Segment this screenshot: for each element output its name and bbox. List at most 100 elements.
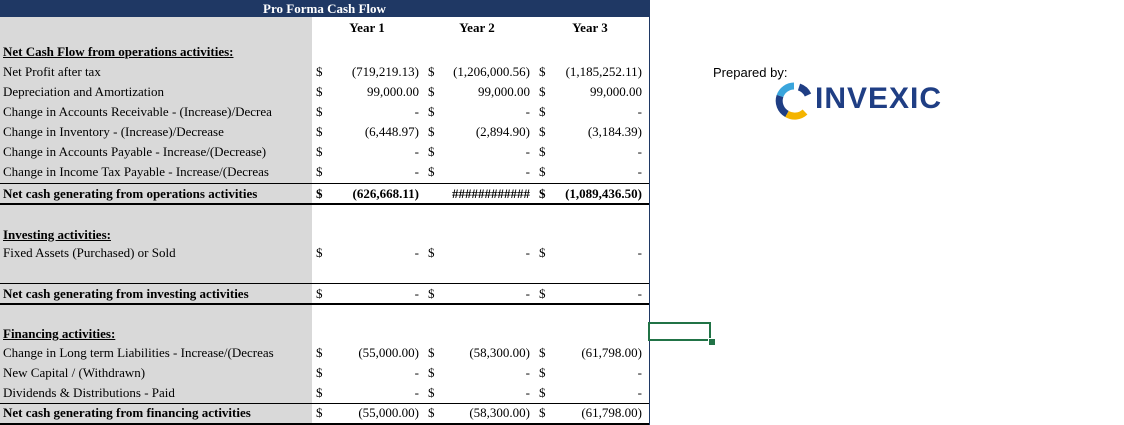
investing-total-label: Net cash generating from investing activ… — [3, 286, 249, 301]
currency-symbol: $ — [539, 245, 546, 260]
operations-heading-row[interactable]: Net Cash Flow from operations activities… — [0, 42, 650, 62]
investing-total-y1: - — [414, 286, 419, 301]
year-1-header[interactable]: Year 1 — [349, 20, 385, 35]
currency-symbol: $ — [428, 286, 435, 301]
operations-total-y1: (626,668.11) — [352, 186, 419, 201]
financing-heading-row[interactable]: Financing activities: — [0, 324, 650, 344]
divider — [0, 283, 650, 284]
cell-y3: - — [637, 164, 642, 179]
table-row[interactable]: Change in Inventory - (Increase)/Decreas… — [0, 122, 650, 142]
table-row[interactable]: Dividends & Distributions - Paid $ - $ - $ - — [0, 383, 650, 403]
table-row[interactable]: Net Profit after tax $ (719,219.13) $ (1,206… — [0, 62, 650, 82]
row-label: Change in Long term Liabilities - Increa… — [3, 345, 274, 360]
currency-symbol: $ — [316, 84, 323, 99]
operations-total-y2: ############ — [452, 186, 530, 201]
currency-symbol: $ — [428, 245, 435, 260]
currency-symbol: $ — [428, 385, 435, 400]
cell-y2: - — [525, 104, 530, 119]
prepared-by-label: Prepared by: — [713, 65, 788, 80]
year-2-header[interactable]: Year 2 — [459, 20, 495, 35]
cell-y2: (58,300.00) — [469, 345, 530, 360]
cell-y3: (1,185,252.11) — [565, 64, 642, 79]
currency-symbol: $ — [316, 365, 323, 380]
currency-symbol: $ — [428, 124, 435, 139]
currency-symbol: $ — [316, 345, 323, 360]
sheet-right-border — [649, 0, 650, 425]
currency-symbol: $ — [539, 144, 546, 159]
table-row[interactable]: Change in Long term Liabilities - Increa… — [0, 343, 650, 363]
currency-symbol: $ — [316, 124, 323, 139]
currency-symbol: $ — [539, 365, 546, 380]
fill-handle[interactable] — [708, 338, 716, 346]
cell-y3: - — [637, 365, 642, 380]
row-label: Change in Accounts Payable - Increase/(D… — [3, 144, 267, 159]
currency-symbol: $ — [539, 124, 546, 139]
currency-symbol: $ — [316, 405, 323, 420]
year-3-header[interactable]: Year 3 — [572, 20, 608, 35]
cell-y1: (55,000.00) — [358, 345, 419, 360]
cell-y2: (2,894.90) — [475, 124, 530, 139]
cell-y1: - — [414, 365, 419, 380]
cell-y3: 99,000.00 — [590, 84, 642, 99]
cell-y2: - — [525, 365, 530, 380]
cell-y3: - — [637, 104, 642, 119]
currency-symbol: $ — [316, 286, 323, 301]
currency-symbol: $ — [539, 186, 546, 201]
cell-y1: (6,448.97) — [364, 124, 419, 139]
invexic-logo: INVEXIC — [775, 80, 965, 120]
currency-symbol: $ — [539, 385, 546, 400]
cell-y1: - — [414, 104, 419, 119]
investing-total-row[interactable]: Net cash generating from investing activ… — [0, 284, 650, 304]
cell-y1: - — [414, 385, 419, 400]
operations-total-row[interactable]: Net cash generating from operations acti… — [0, 184, 650, 204]
cell-y2: - — [525, 385, 530, 400]
currency-symbol: $ — [428, 64, 435, 79]
cell-y2: - — [525, 164, 530, 179]
cell-y3: (61,798.00) — [581, 345, 642, 360]
divider — [0, 403, 650, 404]
financing-total-label: Net cash generating from financing activ… — [3, 405, 251, 420]
financing-total-y1: (55,000.00) — [358, 405, 419, 420]
selected-cell[interactable] — [648, 322, 711, 341]
cell-y2: (1,206,000.56) — [453, 64, 530, 79]
financing-total-row[interactable]: Net cash generating from financing activ… — [0, 403, 650, 423]
logo-mark-icon — [775, 82, 812, 120]
currency-symbol: $ — [316, 104, 323, 119]
financing-total-y2: (58,300.00) — [469, 405, 530, 420]
currency-symbol: $ — [428, 345, 435, 360]
currency-symbol: $ — [539, 164, 546, 179]
investing-heading: Investing activities: — [3, 227, 111, 242]
currency-symbol: $ — [539, 286, 546, 301]
currency-symbol: $ — [316, 186, 323, 201]
table-row[interactable]: Change in Accounts Payable - Increase/(D… — [0, 142, 650, 162]
table-row[interactable]: Fixed Assets (Purchased) or Sold $ - $ -… — [0, 243, 650, 263]
currency-symbol: $ — [428, 84, 435, 99]
row-label: Change in Inventory - (Increase)/Decreas… — [3, 124, 224, 139]
table-row[interactable]: New Capital / (Withdrawn) $ - $ - $ - — [0, 363, 650, 383]
cell-y1: (719,219.13) — [351, 64, 419, 79]
row-label: Net Profit after tax — [3, 64, 101, 79]
sheet-title[interactable]: Pro Forma Cash Flow — [0, 0, 649, 17]
investing-heading-row[interactable]: Investing activities: — [0, 225, 650, 245]
row-label: Change in Accounts Receivable - (Increas… — [3, 104, 272, 119]
row-label: Dividends & Distributions - Paid — [3, 385, 175, 400]
currency-symbol: $ — [428, 104, 435, 119]
cell-y3: (3,184.39) — [587, 124, 642, 139]
currency-symbol: $ — [316, 385, 323, 400]
row-label: Depreciation and Amortization — [3, 84, 165, 99]
currency-symbol: $ — [539, 84, 546, 99]
currency-symbol: $ — [539, 64, 546, 79]
currency-symbol: $ — [316, 164, 323, 179]
table-row[interactable]: Change in Accounts Receivable - (Increas… — [0, 102, 650, 122]
table-row[interactable]: Change in Income Tax Payable - Increase/… — [0, 162, 650, 182]
cell-y2: - — [525, 144, 530, 159]
cell-y3: - — [637, 144, 642, 159]
table-row[interactable]: Depreciation and Amortization $99,000.00 $… — [0, 82, 650, 102]
currency-symbol: $ — [539, 405, 546, 420]
operations-total-label: Net cash generating from operations acti… — [3, 186, 258, 201]
cell-y1: - — [414, 144, 419, 159]
cell-y3: - — [637, 245, 642, 260]
currency-symbol: $ — [428, 164, 435, 179]
cell-y3: - — [637, 385, 642, 400]
logo-text: INVEXIC — [815, 82, 943, 115]
